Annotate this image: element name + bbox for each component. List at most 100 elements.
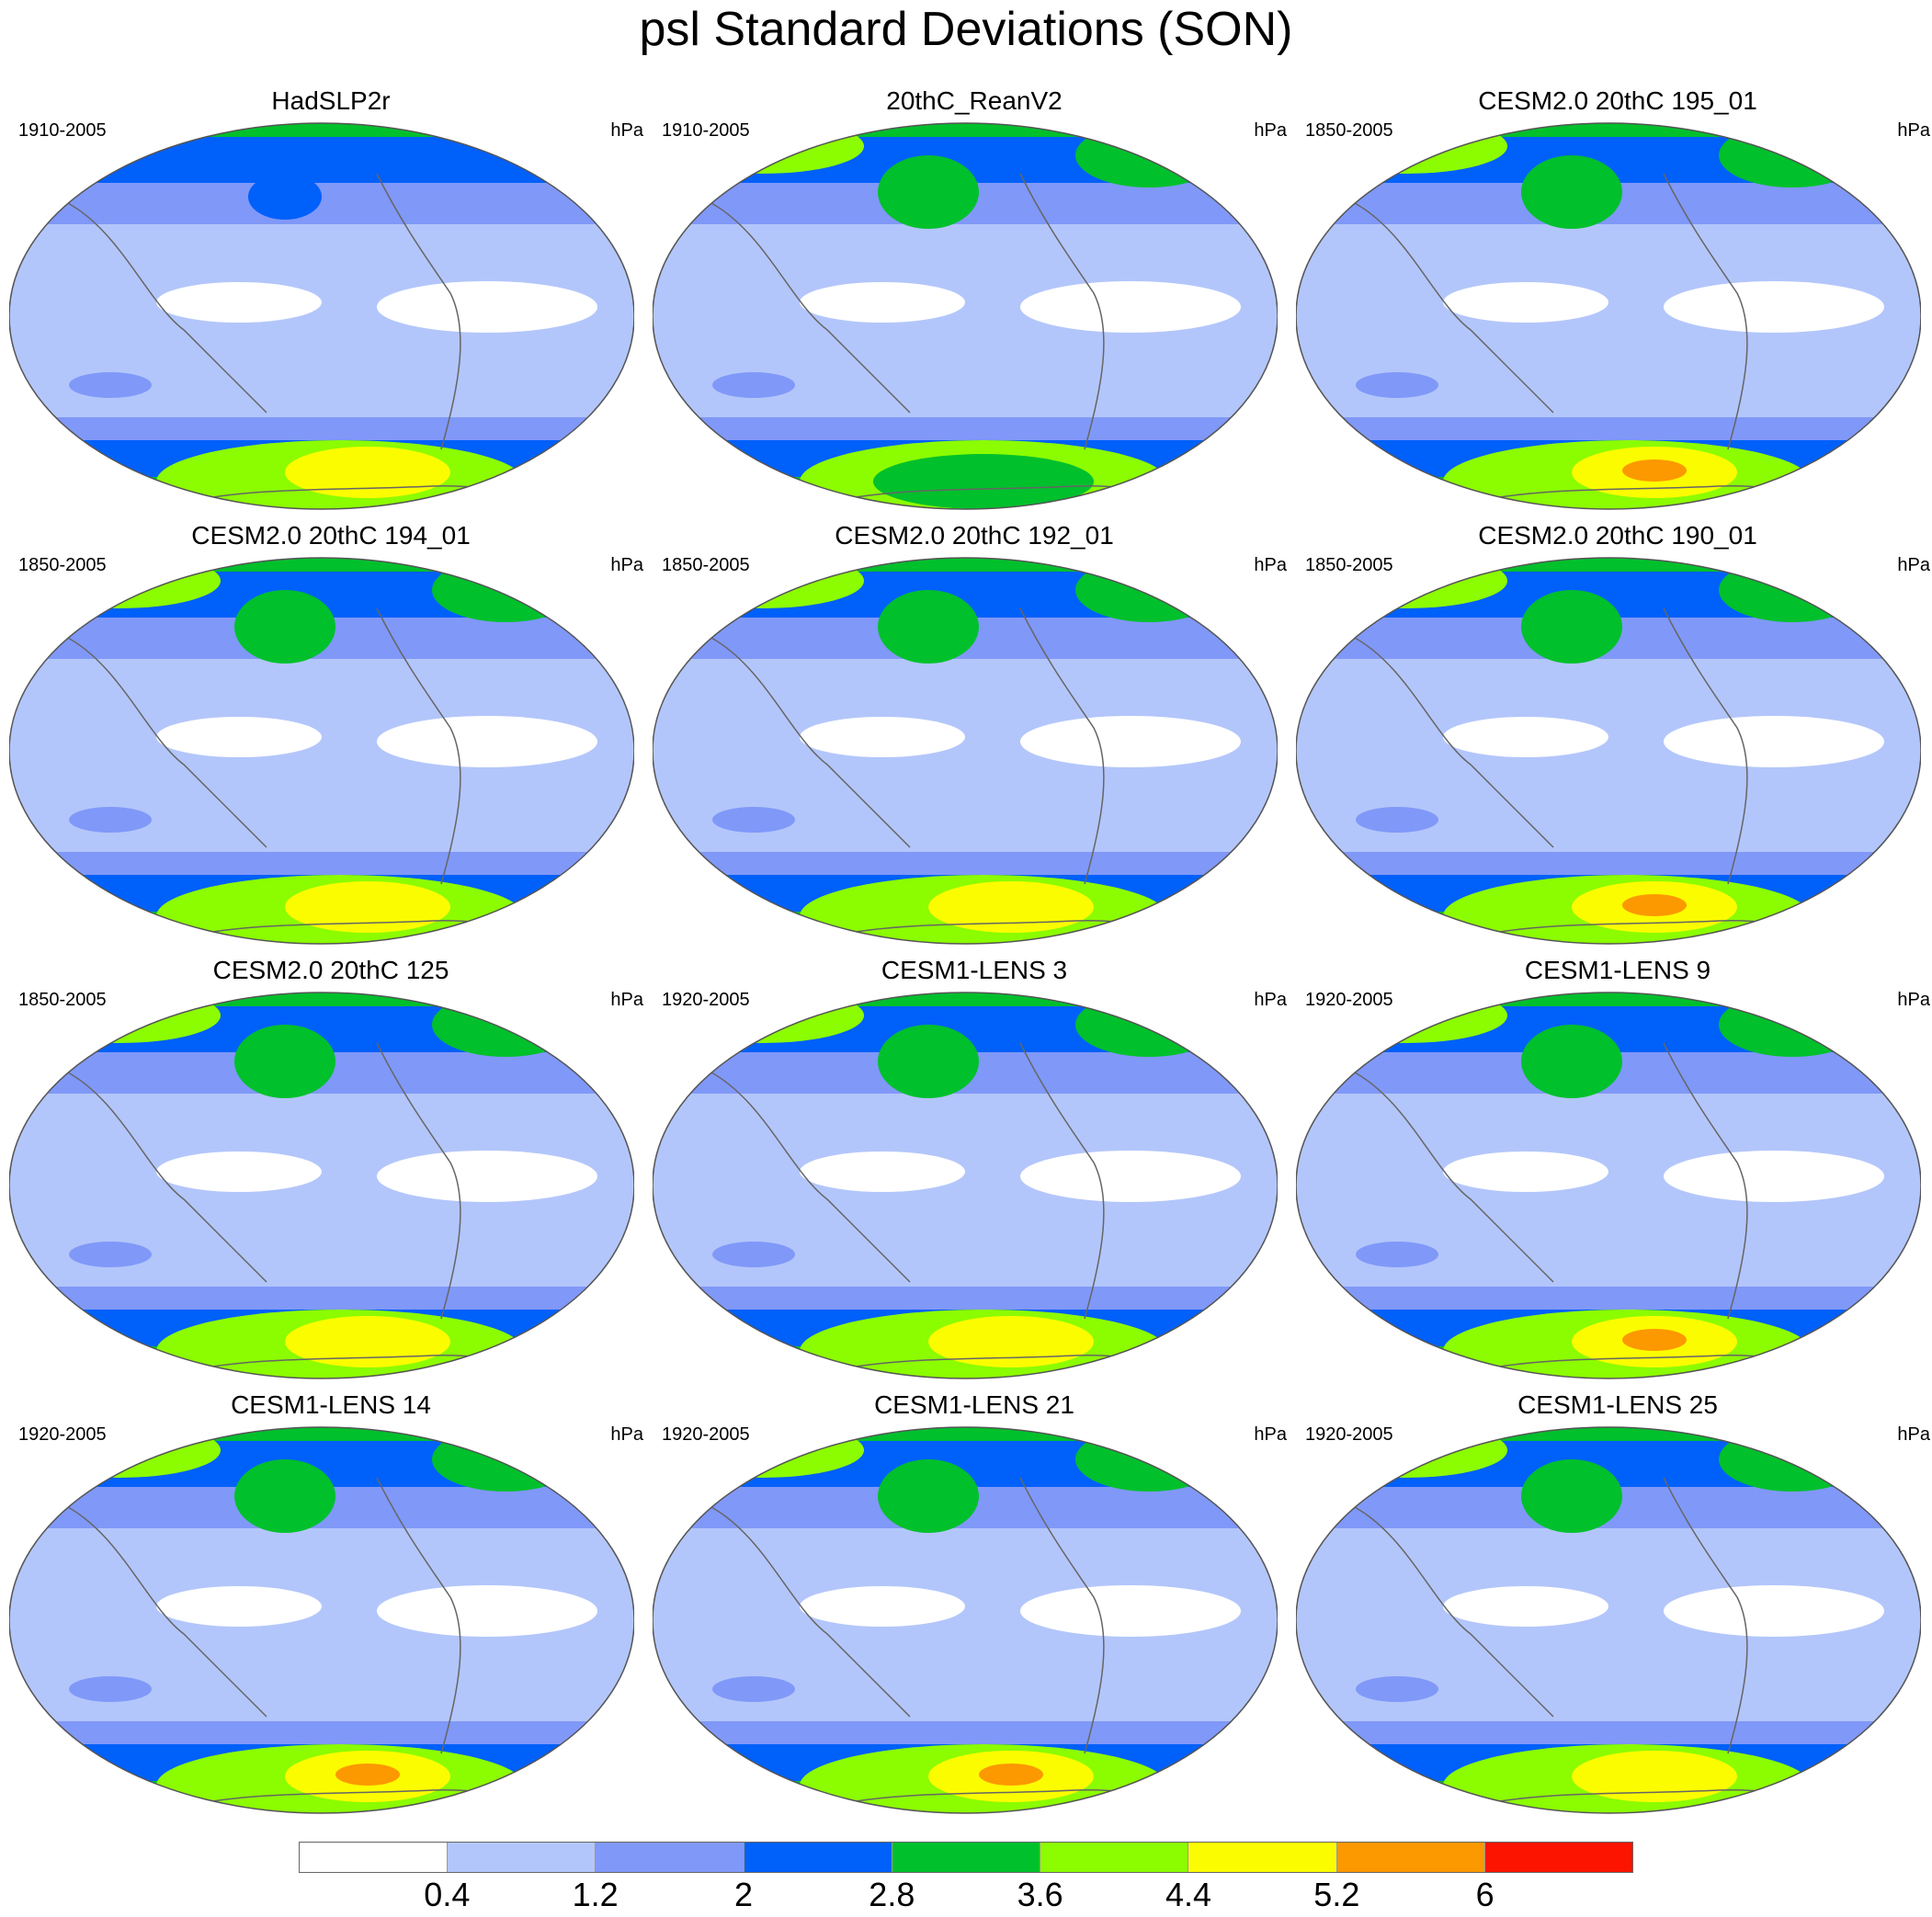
aleutian-variance [878,155,979,229]
map-outline [653,992,1278,1379]
stddev-band-0 [9,558,634,572]
colorbar-swatch [1484,1843,1632,1872]
asia-australia-coastline [707,1070,911,1283]
americas-coastline [376,173,461,450]
asia-australia-coastline [1350,635,1554,848]
stddev-band-0 [653,558,1278,572]
panel-title: CESM1-LENS 25 [1517,1390,1718,1419]
north-pacific-high-variance [1305,1427,1507,1478]
asia-australia-coastline [707,200,911,414]
south-pacific-peak-core [1622,1329,1687,1351]
tropical-minimum-west [800,1151,965,1192]
aleutian-variance [1521,1025,1622,1098]
map-outline [1296,1426,1921,1814]
stddev-band-0 [653,123,1278,137]
tropical-minimum-east [1020,1585,1241,1637]
map-contour-plot [1296,992,1921,1379]
panel-title: CESM2.0 20thC 190_01 [1478,521,1757,550]
tropical-minimum-west [800,282,965,323]
map-outline [653,122,1278,510]
stddev-band-4 [9,1287,634,1310]
panel-period: 1850-2005 [18,990,107,1010]
panel-period: 1850-2005 [1305,555,1393,575]
panel-title: CESM1-LENS 3 [881,956,1068,984]
colorbar-swatch [744,1843,892,1872]
indian-ocean-patch [69,1242,152,1267]
colorbar-boxes [299,1842,1633,1873]
map-outline [9,557,634,945]
stddev-band-4 [653,1287,1278,1310]
americas-coastline [1663,1042,1748,1320]
tropical-minimum-east [1664,1585,1884,1637]
stddev-band-2 [9,183,634,224]
aleutian-variance [234,1459,335,1533]
asia-australia-coastline [1350,1070,1554,1283]
north-pacific-high-variance [18,1427,221,1478]
colorbar-tick-label: 0.4 [424,1876,471,1913]
south-pacific-peak-core [1622,459,1687,482]
tropical-minimum-west [1443,717,1608,757]
indian-ocean-patch [69,807,152,833]
map-contour-plot [653,1426,1278,1814]
colorbar-tick-label: 5.2 [1313,1876,1360,1913]
colorbar-swatch [1336,1843,1485,1872]
north-atlantic-variance [1719,558,1866,622]
tropical-minimum-west [156,282,322,323]
colorbar-tick-label: 3.6 [1017,1876,1063,1913]
americas-coastline [1663,1477,1748,1754]
north-pacific-high-variance [1305,123,1507,174]
stddev-band-0 [653,993,1278,1006]
north-atlantic-variance [1719,1427,1866,1492]
panel-title: CESM2.0 20thC 194_01 [191,521,471,550]
indian-ocean-patch [712,372,795,398]
map-panel: 20thC_ReanV2 1910-2005 hPa [653,85,1296,510]
panel-title: CESM1-LENS 21 [874,1390,1074,1419]
map-panel: CESM1-LENS 3 1920-2005 hPa [653,954,1296,1379]
map-panel: CESM2.0 20thC 192_01 1850-2005 hPa [653,519,1296,945]
north-atlantic-variance [1075,123,1222,187]
colorbar: 0.4 1.2 2 2.8 3.6 4.4 5.2 6 [299,1842,1633,1915]
map-contour-plot [653,122,1278,510]
panel-period: 1920-2005 [662,1424,750,1445]
asia-australia-coastline [1350,1504,1554,1718]
south-pacific-peak [285,447,450,498]
aleutian-variance [1521,1459,1622,1533]
map-contour-plot [9,1426,634,1814]
stddev-band-0 [1296,1427,1921,1441]
stddev-band-4 [9,852,634,875]
colorbar-swatch [596,1843,744,1872]
panel-period: 1920-2005 [18,1424,107,1445]
south-pacific-peak [1572,1751,1737,1802]
map-outline [1296,992,1921,1379]
map-contour-plot [9,557,634,945]
map-outline [653,557,1278,945]
tropical-minimum-west [156,1151,322,1192]
map-contour-plot [9,122,634,510]
south-pacific-peak [928,1316,1094,1367]
asia-australia-coastline [1350,200,1554,414]
americas-coastline [1019,607,1105,885]
panel-title: 20thC_ReanV2 [886,86,1063,115]
panel-title: CESM1-LENS 14 [231,1390,431,1419]
americas-coastline [376,607,461,885]
asia-australia-coastline [63,200,267,414]
americas-coastline [1663,607,1748,885]
map-panel: CESM2.0 20thC 194_01 1850-2005 hPa [9,519,653,945]
tropical-minimum-east [1020,1151,1241,1202]
north-pacific-high-variance [18,558,221,608]
aleutian-variance [248,174,322,220]
north-pacific-high-variance [662,558,864,608]
map-contour-plot [653,992,1278,1379]
map-contour-plot [1296,557,1921,945]
north-pacific-high-variance [1305,993,1507,1043]
panel-units: hPa [1254,1424,1287,1445]
panel-period: 1920-2005 [662,990,750,1010]
indian-ocean-patch [712,1242,795,1267]
stddev-band-4 [653,1721,1278,1744]
aleutian-variance [234,1025,335,1098]
colorbar-tick-label: 1.2 [572,1876,619,1913]
tropical-minimum-west [1443,282,1608,323]
tropical-minimum-east [1664,1151,1884,1202]
colorbar-tick-label: 2.8 [869,1876,915,1913]
map-panel: HadSLP2r 1910-2005 hPa [9,85,653,510]
